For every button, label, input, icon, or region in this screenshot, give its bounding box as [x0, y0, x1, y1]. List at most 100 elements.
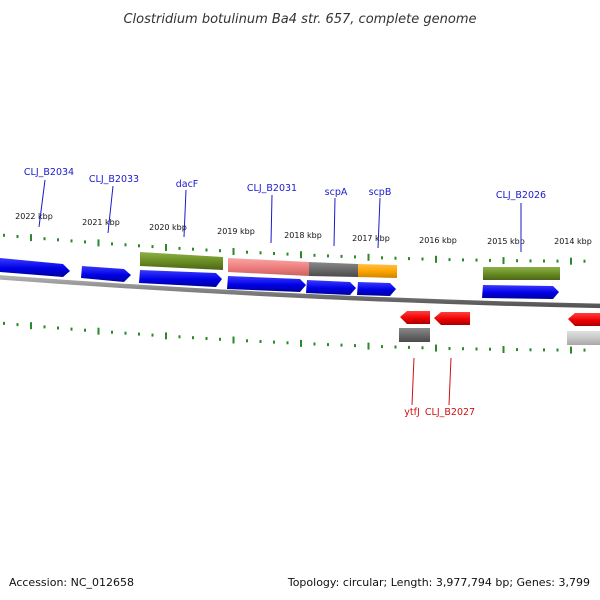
- ruler-major-tick: [30, 322, 32, 330]
- gene-feature-dacf[interactable]: [140, 252, 223, 270]
- cds-forward-clj-b2033[interactable]: [81, 266, 131, 282]
- ruler-minor-tick: [219, 337, 221, 341]
- ruler-ticks-upper: [3, 233, 586, 265]
- ruler-minor-tick: [246, 339, 248, 343]
- ruler-minor-tick: [259, 340, 262, 343]
- ruler-minor-tick: [43, 325, 46, 329]
- ruler-minor-tick: [313, 253, 316, 257]
- ruler-label: 2022 kbp: [15, 212, 53, 221]
- gene-feature-ytfj[interactable]: [399, 328, 430, 342]
- gene-feature-clj-b2031[interactable]: [228, 258, 309, 276]
- cds-reverse-ytfj[interactable]: [400, 311, 430, 324]
- gene-feature-scpb[interactable]: [358, 264, 397, 278]
- cds-forward-clj-b2031[interactable]: [227, 276, 306, 292]
- ruler-minor-tick: [381, 345, 383, 349]
- genome-backbone: [0, 275, 600, 309]
- leader-line: [448, 357, 452, 406]
- ruler-major-tick: [502, 257, 505, 265]
- gene-label-ytfj[interactable]: ytfJ: [404, 407, 420, 418]
- ruler-minor-tick: [543, 259, 545, 263]
- ruler-minor-tick: [138, 332, 140, 336]
- ruler-minor-tick: [462, 347, 464, 351]
- ruler-minor-tick: [16, 235, 19, 238]
- ruler-minor-tick: [259, 251, 262, 255]
- ruler-minor-tick: [57, 326, 59, 330]
- ruler-minor-tick: [205, 337, 208, 340]
- ruler-minor-tick: [327, 254, 329, 258]
- gene-label-clj-b2027[interactable]: CLJ_B2027: [425, 407, 475, 418]
- ruler-minor-tick: [124, 331, 127, 335]
- ruler-major-tick: [232, 336, 235, 344]
- ruler-major-tick: [97, 327, 100, 335]
- ruler-minor-tick: [43, 237, 46, 241]
- ruler-minor-tick: [421, 346, 424, 350]
- ruler-minor-tick: [151, 333, 154, 337]
- ruler-minor-tick: [408, 345, 410, 349]
- ruler-minor-tick: [192, 336, 194, 340]
- ruler-major-tick: [97, 239, 100, 247]
- cds-forward-dacf[interactable]: [139, 270, 222, 287]
- gene-label-scpa[interactable]: scpA: [325, 187, 348, 198]
- gene-label-clj-b2026[interactable]: CLJ_B2026: [496, 190, 546, 201]
- ruler-minor-tick: [327, 343, 329, 347]
- ruler-minor-tick: [421, 257, 424, 261]
- ruler-major-tick: [367, 342, 370, 350]
- ruler-minor-tick: [408, 257, 410, 261]
- ruler-minor-tick: [178, 335, 181, 339]
- gene-track-lower: [399, 328, 600, 345]
- cds-forward-clj-b2026[interactable]: [482, 285, 559, 299]
- ruler-minor-tick: [516, 259, 518, 263]
- ruler-major-tick: [367, 253, 370, 261]
- ruler-ticks-lower: [3, 321, 586, 354]
- ruler-minor-tick: [313, 342, 316, 346]
- gene-label-clj-b2033[interactable]: CLJ_B2033: [89, 174, 139, 185]
- ruler-minor-tick: [273, 340, 275, 344]
- ruler-minor-tick: [462, 258, 464, 262]
- ruler-major-tick: [435, 255, 437, 263]
- cds-reverse-clj-b2027[interactable]: [434, 312, 470, 325]
- gene-feature-scpa[interactable]: [309, 262, 358, 277]
- ruler-major-tick: [300, 339, 302, 347]
- ruler-minor-tick: [489, 258, 491, 262]
- cds-forward-clj-b2034[interactable]: [0, 258, 70, 277]
- ruler-minor-tick: [475, 347, 478, 351]
- ruler-minor-tick: [394, 345, 397, 349]
- ruler-minor-tick: [70, 327, 73, 331]
- gene-label-clj-b2031[interactable]: CLJ_B2031: [247, 183, 297, 194]
- ruler-minor-tick: [583, 259, 586, 263]
- leader-line: [333, 197, 336, 247]
- gene-label-clj-b2034[interactable]: CLJ_B2034: [24, 167, 74, 178]
- cds-forward-track: [0, 258, 559, 299]
- gene-label-scpb[interactable]: scpB: [369, 187, 392, 198]
- ruler-major-tick: [232, 248, 235, 255]
- ruler-minor-tick: [84, 328, 86, 332]
- ruler-minor-tick: [529, 348, 532, 352]
- cds-forward-scpb[interactable]: [357, 282, 396, 296]
- leader-line: [377, 197, 381, 249]
- gene-feature-right-edge[interactable]: [567, 331, 600, 345]
- cds-reverse-right-edge[interactable]: [568, 313, 600, 326]
- ruler-minor-tick: [124, 243, 127, 247]
- ruler-minor-tick: [219, 249, 221, 253]
- ruler-minor-tick: [84, 240, 86, 244]
- ruler-label: 2020 kbp: [149, 223, 187, 232]
- ruler-minor-tick: [556, 348, 559, 352]
- genome-summary-text: Topology: circular; Length: 3,977,794 bp…: [287, 576, 590, 589]
- reverse-label-leaders: [411, 357, 452, 406]
- map-title: Clostridium botulinum Ba4 str. 657, comp…: [123, 12, 476, 27]
- ruler-minor-tick: [3, 233, 5, 237]
- ruler-minor-tick: [3, 321, 5, 325]
- ruler-minor-tick: [394, 256, 397, 260]
- cds-forward-scpa[interactable]: [306, 280, 356, 295]
- ruler-minor-tick: [205, 248, 208, 252]
- ruler-minor-tick: [286, 341, 289, 345]
- gene-label-dacf[interactable]: dacF: [176, 179, 199, 190]
- ruler-major-tick: [30, 234, 32, 242]
- ruler-label: 2018 kbp: [284, 231, 322, 240]
- ruler-minor-tick: [340, 343, 343, 347]
- leader-line: [183, 189, 187, 238]
- ruler-minor-tick: [138, 244, 140, 248]
- gene-feature-clj-b2026[interactable]: [483, 267, 560, 280]
- ruler-major-tick: [570, 346, 572, 354]
